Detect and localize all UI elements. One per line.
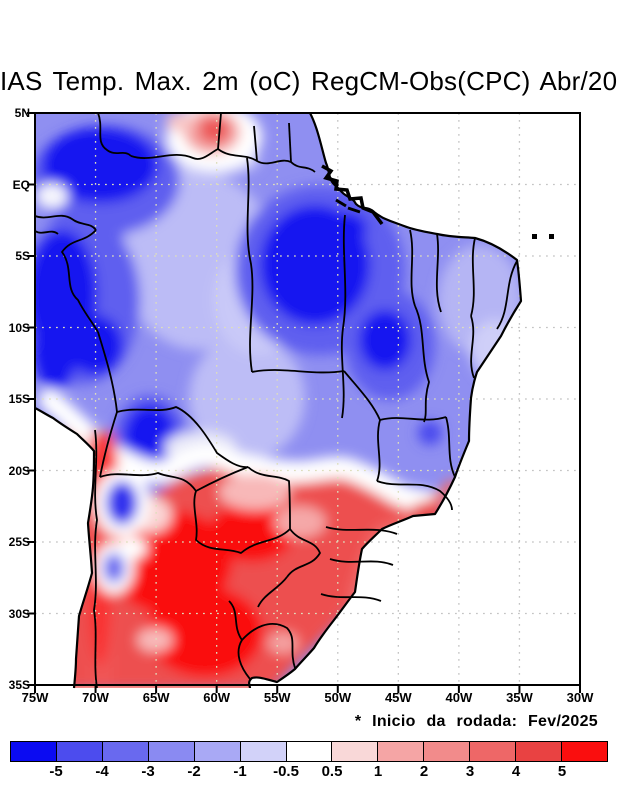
bias-field <box>35 113 521 688</box>
lat-tick-label: 30S <box>8 606 30 621</box>
colorbar-tick-label: 1 <box>373 763 383 780</box>
lon-tick-label: 50W <box>324 690 352 705</box>
colorbar-tick-label: 0.5 <box>321 763 343 780</box>
lon-tick-label: 60W <box>203 690 231 705</box>
island-dots <box>532 234 554 239</box>
colorbar-tick-label: -2 <box>187 763 201 780</box>
lat-tick-label: 20S <box>8 463 30 478</box>
colorbar-tick-label: 3 <box>465 763 475 780</box>
colorbar-cell <box>285 742 332 761</box>
chart-title: IAS Temp. Max. 2m (oC) RegCM-Obs(CPC) Ab… <box>0 66 618 96</box>
lon-tick-label: 70W <box>82 690 109 705</box>
colorbar-tick-label: -4 <box>95 763 109 780</box>
lon-tick-label: 40W <box>445 690 473 705</box>
lat-tick-label: EQ <box>12 177 30 192</box>
colorbar-cell <box>193 742 240 761</box>
lon-tick-label: 65W <box>142 690 170 705</box>
lon-tick-label: 55W <box>263 690 291 705</box>
colorbar-cell <box>561 742 607 761</box>
lon-tick-label: 35W <box>506 690 533 705</box>
colorbar-cell <box>11 742 56 761</box>
colorbar-cell <box>377 742 424 761</box>
country-borders <box>34 112 518 689</box>
colorbar-tick-label: 2 <box>419 763 429 780</box>
colorbar-tick-label: -0.5 <box>273 763 299 780</box>
axis-ticks <box>27 112 581 693</box>
colorbar-tick-label: 4 <box>511 763 521 780</box>
colorbar-cell <box>101 742 148 761</box>
amazon-delta-coast <box>321 164 384 226</box>
colorbar-cell <box>55 742 102 761</box>
lon-tick-label: 45W <box>384 690 412 705</box>
colorbar-cell <box>331 742 378 761</box>
colorbar-cell <box>239 742 286 761</box>
colorbar-cell <box>469 742 516 761</box>
lon-tick-label: 75W <box>21 690 49 705</box>
colorbar-cell <box>147 742 194 761</box>
colorbar-tick-label: -5 <box>49 763 63 780</box>
lat-tick-label: 10S <box>8 320 30 335</box>
lat-tick-label: 5S <box>15 249 30 263</box>
lat-tick-label: 25S <box>8 535 30 549</box>
run-start-annotation: * Inicio da rodada: Fev/2025 <box>354 713 598 730</box>
colorbar-cell <box>515 742 562 761</box>
colorbar-tick-label: 5 <box>557 763 567 780</box>
colorbar-cell <box>423 742 470 761</box>
colorbar-tick-label: -3 <box>141 763 155 780</box>
colorbar-tick-label: -1 <box>233 763 247 780</box>
lat-tick-label: 35S <box>8 678 30 692</box>
colorbar <box>10 741 608 762</box>
lon-tick-label: 30W <box>566 690 594 705</box>
lat-tick-label: 5N <box>14 106 30 120</box>
lat-tick-label: 15S <box>8 392 30 406</box>
